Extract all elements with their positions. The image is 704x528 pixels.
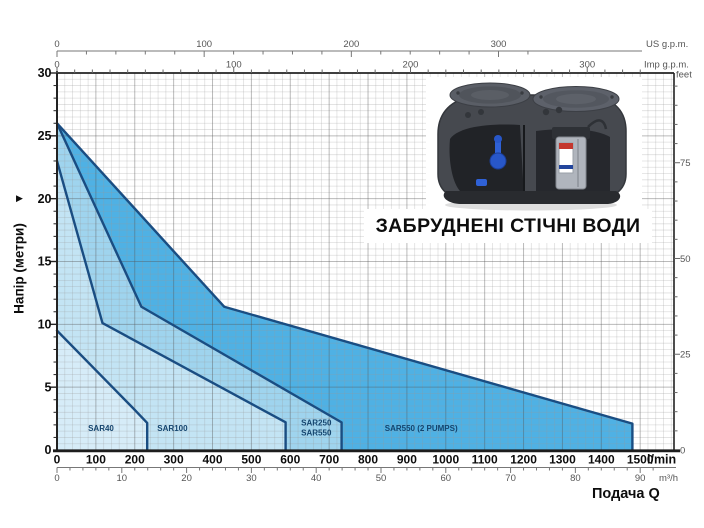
pump-cable <box>587 119 608 130</box>
m3h-tick-label: 90 <box>635 473 646 484</box>
curve-sar250-sar550 <box>55 122 343 452</box>
lmin-tick-label: 400 <box>202 453 222 467</box>
band-sar100 <box>57 160 286 450</box>
lmin-tick-label: 700 <box>319 453 339 467</box>
feet-tick-label: 25 <box>680 350 691 361</box>
lmin-tick-label: 200 <box>125 453 145 467</box>
head-tick-label: 15 <box>38 255 52 269</box>
impgpm-tick-label: 300 <box>579 60 595 71</box>
impgpm-unit-label: Imp g.p.m. <box>644 60 689 71</box>
pump-operating-areas <box>57 123 633 451</box>
model-label: SAR40 <box>88 424 114 433</box>
m3h-tick-label: 50 <box>376 473 387 484</box>
usgpm-tick-label: 100 <box>196 39 212 50</box>
lmin-tick-label: 0 <box>54 453 61 467</box>
flow-axis-lmin: 0 100 200 300 400 500 600 700 800 900 1000 1100 1200… <box>54 453 677 467</box>
pump-station-illustration <box>437 82 627 211</box>
feet-tick-label: 75 <box>680 158 691 169</box>
lmin-tick-label: 1200 <box>510 453 537 467</box>
lmin-tick-label: 100 <box>86 453 106 467</box>
lmin-tick-label: 1300 <box>549 453 576 467</box>
impgpm-tick-label: 100 <box>226 60 242 71</box>
curve-sar100 <box>55 159 287 452</box>
m3h-tick-label: 80 <box>570 473 581 484</box>
lmin-tick-label: 800 <box>358 453 378 467</box>
title-backdrop <box>364 209 652 243</box>
m3h-tick-label: 20 <box>181 473 192 484</box>
head-tick-label: 25 <box>38 129 52 143</box>
m3h-tick-label: 30 <box>246 473 257 484</box>
m3h-tick-label: 10 <box>117 473 128 484</box>
pump-lid-right-cap <box>556 93 596 105</box>
usgpm-tick-label: 0 <box>54 39 59 50</box>
head-tick-label: 0 <box>45 443 52 457</box>
m3h-tick-label: 60 <box>440 473 451 484</box>
head-axis-feet: 0 25 50 75 feet <box>674 70 692 457</box>
impgpm-tick-label: 0 <box>54 60 59 71</box>
impgpm-tick-label: 200 <box>403 60 419 71</box>
model-label: SAR250 <box>301 418 332 427</box>
usgpm-tick-label: 300 <box>491 39 507 50</box>
head-axis-title: Напір (метри) <box>11 223 27 314</box>
m3h-unit-label: m³/h <box>659 473 678 484</box>
model-label: SAR550 (2 PUMPS) <box>385 424 458 433</box>
model-label: SAR550 <box>301 428 332 437</box>
usgpm-unit-label: US g.p.m. <box>646 39 688 50</box>
chart-title: ЗАБРУДНЕНІ СТІЧНІ ВОДИ <box>375 215 641 237</box>
lmin-tick-label: 500 <box>241 453 261 467</box>
usgpm-tick-label: 200 <box>343 39 359 50</box>
blue-valve <box>476 179 487 186</box>
axis-arrow-icon: ▶ <box>16 193 23 203</box>
flow-axis-usgpm: 0 100 200 300 US g.p.m. <box>54 39 688 57</box>
head-tick-label: 5 <box>45 380 52 394</box>
feet-unit-label: feet <box>676 70 692 81</box>
m3h-tick-label: 70 <box>505 473 516 484</box>
pump-curves <box>55 122 634 452</box>
flow-axis-m3h: 0 10 20 30 40 50 60 70 80 90 m³/h <box>54 467 678 484</box>
model-label: SAR100 <box>157 424 188 433</box>
m3h-tick-label: 40 <box>311 473 322 484</box>
lmin-tick-label: 1400 <box>588 453 615 467</box>
curve-sar40 <box>55 329 149 452</box>
curve-sar550-2-pumps- <box>55 122 634 452</box>
lmin-tick-label: 1500 <box>627 453 654 467</box>
lmin-tick-label: 900 <box>397 453 417 467</box>
feet-tick-label: 0 <box>680 446 685 457</box>
feet-tick-label: 50 <box>680 254 691 265</box>
m3h-tick-label: 0 <box>54 473 59 484</box>
lmin-tick-label: 300 <box>164 453 184 467</box>
lmin-tick-label: 1000 <box>432 453 459 467</box>
lmin-tick-label: 1100 <box>472 453 498 467</box>
lmin-tick-label: 600 <box>280 453 300 467</box>
pump-base <box>443 191 621 204</box>
flow-axis-title: Подача Q <box>592 486 660 502</box>
head-tick-label: 20 <box>38 192 52 206</box>
pump-lid-left-cap <box>471 90 509 100</box>
head-axis-m: 0 5 10 15 20 25 30 <box>38 66 57 457</box>
pump-motor-cap <box>552 127 590 139</box>
head-tick-label: 30 <box>38 66 52 80</box>
pump-cutaway-left <box>449 124 524 197</box>
head-tick-label: 10 <box>38 318 52 332</box>
flow-axis-impgpm: 0 100 200 300 Imp g.p.m. <box>54 60 689 73</box>
lmin-unit-label: l/min <box>647 453 676 467</box>
band-sar40 <box>57 330 148 450</box>
float-switch <box>489 152 507 170</box>
